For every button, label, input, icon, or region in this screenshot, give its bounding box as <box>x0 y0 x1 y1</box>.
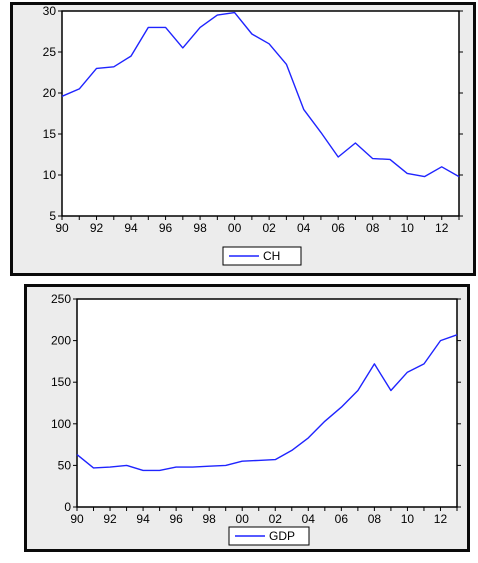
y-tick-label: 250 <box>51 292 71 306</box>
x-tick-label: 06 <box>335 512 349 526</box>
x-tick-label: 06 <box>331 221 345 235</box>
y-tick-label: 50 <box>58 458 72 472</box>
legend: CH <box>222 246 302 266</box>
y-tick-label: 25 <box>43 45 57 59</box>
ch-chart-panel: 5 10 15 20 25 30 90 92 94 96 98 00 02 04 06 08 10 12 CH <box>10 2 476 276</box>
legend-box <box>228 526 310 546</box>
x-tick-label: 08 <box>368 512 382 526</box>
x-tick-label: 10 <box>401 512 415 526</box>
legend-label: GDP <box>269 529 295 543</box>
ch-line-chart: 5 10 15 20 25 30 90 92 94 96 98 00 02 04 06 08 10 12 CH <box>43 5 463 266</box>
y-tick-label: 100 <box>51 417 71 431</box>
x-tick-label: 96 <box>169 512 183 526</box>
gdp-chart-panel: 0 50 100 150 200 250 90 92 94 96 98 00 02 04 06 08 10 12 G… <box>24 284 470 552</box>
gdp-line-chart: 0 50 100 150 200 250 90 92 94 96 98 00 02 04 06 08 10 12 G… <box>51 292 461 546</box>
y-tick-label: 200 <box>51 334 71 348</box>
x-tick-label: 92 <box>90 221 104 235</box>
y-tick-label: 30 <box>43 5 57 18</box>
y-tick-label: 150 <box>51 375 71 389</box>
y-tick-label: 10 <box>43 168 57 182</box>
x-tick-label: 10 <box>401 221 415 235</box>
legend-label: CH <box>263 249 280 263</box>
legend: GDP <box>228 526 310 546</box>
x-tick-label: 04 <box>297 221 311 235</box>
x-tick-label: 02 <box>262 221 276 235</box>
x-tick-label: 96 <box>159 221 173 235</box>
x-tick-label: 00 <box>236 512 250 526</box>
x-tick-label: 08 <box>366 221 380 235</box>
series-line-gdp <box>76 334 458 472</box>
y-tick-label: 20 <box>43 86 57 100</box>
x-tick-label: 00 <box>228 221 242 235</box>
x-tick-label: 12 <box>435 221 449 235</box>
series-line-ch <box>61 11 460 178</box>
plot-area <box>61 10 460 217</box>
y-tick-label: 15 <box>43 127 57 141</box>
plot-area <box>76 298 458 508</box>
y-tick-label: 0 <box>64 500 71 514</box>
x-tick-label: 12 <box>434 512 448 526</box>
x-tick-label: 94 <box>124 221 138 235</box>
x-tick-label: 90 <box>55 221 69 235</box>
x-tick-label: 98 <box>202 512 216 526</box>
x-tick-label: 90 <box>70 512 84 526</box>
x-tick-label: 04 <box>302 512 316 526</box>
legend-box <box>222 246 302 266</box>
y-tick-label: 5 <box>49 209 56 223</box>
x-tick-label: 92 <box>103 512 117 526</box>
x-tick-label: 98 <box>193 221 207 235</box>
x-tick-label: 02 <box>269 512 283 526</box>
x-tick-label: 94 <box>136 512 150 526</box>
